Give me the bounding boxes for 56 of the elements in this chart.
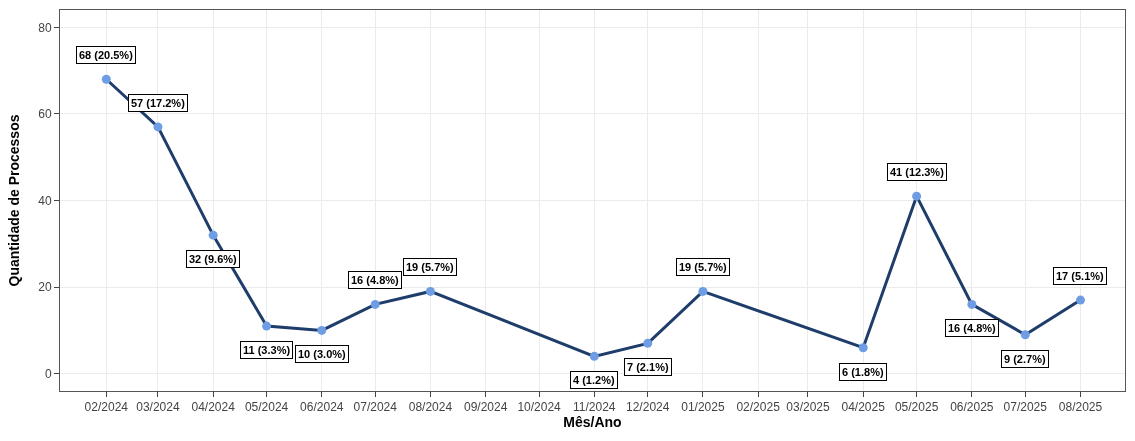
point <box>153 122 163 132</box>
data-label: 11 (3.3%) <box>243 344 291 356</box>
x-tick-label: 07/2024 <box>353 400 398 415</box>
point <box>317 325 327 335</box>
x-tick-label: 06/2025 <box>950 400 994 415</box>
point <box>643 338 653 348</box>
data-label: 19 (5.7%) <box>679 261 728 273</box>
x-axis-title: Mês/Ano <box>563 414 622 431</box>
x-tick-label: 10/2024 <box>517 400 562 415</box>
data-label: 19 (5.7%) <box>406 261 455 273</box>
point <box>858 343 868 353</box>
point <box>425 286 435 296</box>
x-tick-label: 09/2024 <box>463 400 508 415</box>
point <box>1075 295 1085 305</box>
x-tick-label: 01/2025 <box>681 400 725 415</box>
data-label: 9 (2.7%) <box>1004 353 1046 365</box>
x-tick-label: 11/2024 <box>573 400 616 415</box>
x-tick-label: 08/2024 <box>408 400 453 415</box>
data-label: 17 (5.1%) <box>1056 270 1105 282</box>
x-tick-label: 04/2025 <box>841 400 886 415</box>
y-tick-label: 0 <box>44 366 52 381</box>
data-label: 32 (9.6%) <box>189 253 238 265</box>
x-tick-label: 02/2025 <box>736 400 781 415</box>
x-tick-label: 02/2024 <box>84 400 129 415</box>
data-label: 6 (1.8%) <box>842 366 884 378</box>
x-tick-label: 04/2024 <box>191 400 236 415</box>
data-label: 16 (4.8%) <box>351 274 400 286</box>
point <box>262 321 272 331</box>
y-tick-label: 80 <box>38 20 52 35</box>
point <box>698 286 708 296</box>
point <box>967 299 977 309</box>
x-tick-label: 03/2024 <box>136 400 180 415</box>
data-label: 10 (3.0%) <box>298 348 347 360</box>
x-tick-label: 08/2025 <box>1058 400 1103 415</box>
data-label: 16 (4.8%) <box>948 322 997 334</box>
point <box>370 299 380 309</box>
data-label: 57 (17.2%) <box>131 97 186 109</box>
point <box>589 351 599 361</box>
point <box>912 191 922 201</box>
x-tick-label: 03/2025 <box>786 400 830 415</box>
x-tick-label: 12/2024 <box>626 400 670 415</box>
x-tick-label: 05/2025 <box>894 400 939 415</box>
point <box>1020 330 1030 340</box>
x-tick-label: 05/2024 <box>244 400 289 415</box>
data-label: 7 (2.1%) <box>627 361 669 373</box>
point <box>101 74 111 84</box>
data-label: 68 (20.5%) <box>79 49 134 61</box>
y-tick-label: 20 <box>38 280 52 295</box>
y-axis-title: Quantidade de Processos <box>5 114 22 287</box>
x-tick-label: 06/2024 <box>300 400 344 415</box>
y-tick-label: 60 <box>38 107 52 122</box>
data-label: 41 (12.3%) <box>890 166 945 178</box>
point <box>208 230 218 240</box>
x-tick-label: 07/2025 <box>1003 400 1048 415</box>
data-label: 4 (1.2%) <box>573 374 615 386</box>
y-tick-label: 40 <box>38 193 52 208</box>
